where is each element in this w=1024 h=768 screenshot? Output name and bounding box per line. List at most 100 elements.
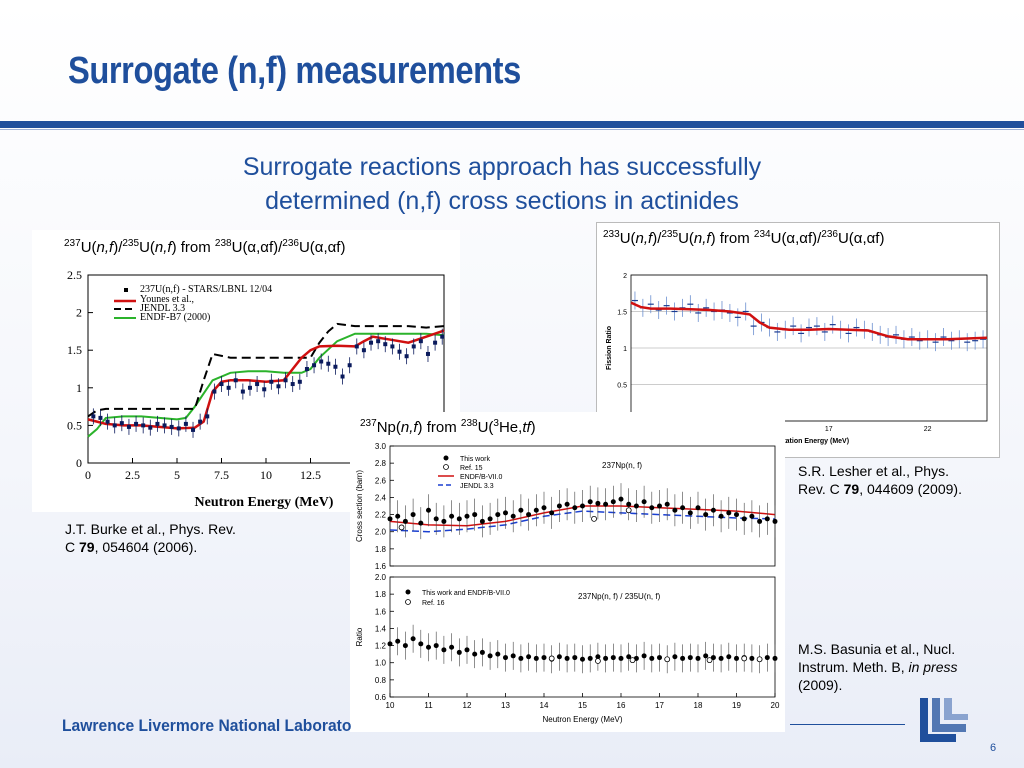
legend-label: JENDL 3.3 <box>140 303 185 314</box>
ref-point <box>548 655 555 662</box>
data-point <box>387 516 393 522</box>
data-point <box>603 655 609 661</box>
data-point <box>533 507 539 513</box>
data-point <box>510 513 516 519</box>
data-point <box>269 379 274 384</box>
legend-marker <box>443 455 449 461</box>
data-point <box>541 505 547 511</box>
data-point <box>518 655 524 661</box>
data-point <box>404 354 409 359</box>
data-point <box>764 516 770 522</box>
data-point <box>464 513 470 519</box>
data-point <box>410 636 416 642</box>
title-rule-thin <box>0 129 1024 130</box>
data-point <box>764 655 770 661</box>
llnl-logo-icon <box>920 698 968 742</box>
data-point <box>672 507 678 513</box>
x-tick-label: 14 <box>540 701 549 710</box>
y-tick-label: 1.5 <box>617 310 627 317</box>
data-point <box>595 500 601 506</box>
legend-marker <box>405 589 411 595</box>
x-tick-label: 19 <box>732 701 741 710</box>
data-point <box>672 654 678 660</box>
data-point <box>387 641 393 647</box>
data-point <box>687 510 693 516</box>
center-chart-title: 237Np(n,f) from 238U(3He,tf) <box>360 418 536 436</box>
data-point <box>772 518 778 524</box>
data-point <box>495 651 501 657</box>
x-tick-label: 7.5 <box>214 468 229 482</box>
ref-point <box>591 515 597 522</box>
data-point <box>361 348 366 353</box>
x-tick-label: 13 <box>501 701 510 710</box>
plot-frame <box>630 274 988 422</box>
data-point <box>219 382 224 387</box>
ref-point <box>398 524 405 531</box>
legend-label: Ref. 16 <box>422 600 445 607</box>
data-point <box>390 344 395 349</box>
x-tick-label: 22 <box>924 426 932 433</box>
data-point <box>383 342 388 347</box>
legend-label: 237U(n,f) - STARS/LBNL 12/04 <box>140 284 272 295</box>
data-point <box>757 518 763 524</box>
series-line <box>87 329 445 430</box>
x-tick-label: 11 <box>424 701 433 710</box>
legend-label: Younes et al., <box>140 294 194 305</box>
fit-line <box>630 301 988 341</box>
data-point <box>603 501 609 507</box>
data-point <box>340 374 345 379</box>
data-point <box>126 424 131 429</box>
data-point <box>564 501 570 507</box>
data-point <box>191 427 196 432</box>
data-point <box>440 334 445 339</box>
x-tick-label: 18 <box>694 701 703 710</box>
page-number: 6 <box>990 742 997 754</box>
y-tick-label: 1.5 <box>67 343 82 357</box>
x-tick-label: 16 <box>617 701 626 710</box>
data-point <box>503 655 508 661</box>
data-point <box>710 507 716 513</box>
y-tick-label: 2.8 <box>375 459 387 468</box>
data-point <box>464 647 470 653</box>
x-tick-label: 20 <box>771 701 780 710</box>
legend-label: JENDL 3.3 <box>460 483 494 490</box>
legend-marker <box>405 599 411 605</box>
data-point <box>726 510 732 516</box>
data-point <box>376 339 381 344</box>
data-point <box>649 655 655 661</box>
data-point <box>418 339 423 344</box>
y-tick-label: 1.4 <box>375 624 387 633</box>
data-point <box>402 643 408 649</box>
data-point <box>610 499 616 505</box>
data-point <box>290 382 295 387</box>
data-point <box>226 385 231 390</box>
y-tick-label: 2.0 <box>375 528 387 537</box>
data-point <box>610 655 616 661</box>
data-point <box>433 340 438 345</box>
data-point <box>162 423 167 428</box>
data-point <box>148 425 153 430</box>
data-point <box>718 513 724 519</box>
data-point <box>98 415 103 420</box>
data-point <box>347 363 352 368</box>
legend-label: ENDF/B-VII.0 <box>460 474 503 481</box>
data-point <box>205 414 210 419</box>
data-point <box>333 364 338 369</box>
x-tick-label: 15 <box>578 701 587 710</box>
y-tick-label: 1.2 <box>375 642 387 651</box>
x-tick-label: 10 <box>386 701 395 710</box>
slide-title: Surrogate (n,f) measurements <box>68 50 521 92</box>
y-tick-label: 0.5 <box>67 418 82 432</box>
data-point <box>479 649 485 655</box>
y-tick-label: 2.2 <box>375 511 387 520</box>
left-chart: 0 0.5 1 1.5 2 2.5 0 2.5 5 7.5 10 12.5 Neutron Energy… <box>67 268 445 510</box>
y-tick-label: 1 <box>623 346 627 353</box>
data-point <box>198 419 203 424</box>
data-point <box>556 654 562 660</box>
y-axis-label: Cross section (barn) <box>355 470 364 542</box>
data-point <box>433 516 439 522</box>
data-point <box>456 516 462 522</box>
data-point <box>718 655 724 661</box>
data-point <box>411 344 416 349</box>
x-tick-label: 10 <box>260 468 272 482</box>
